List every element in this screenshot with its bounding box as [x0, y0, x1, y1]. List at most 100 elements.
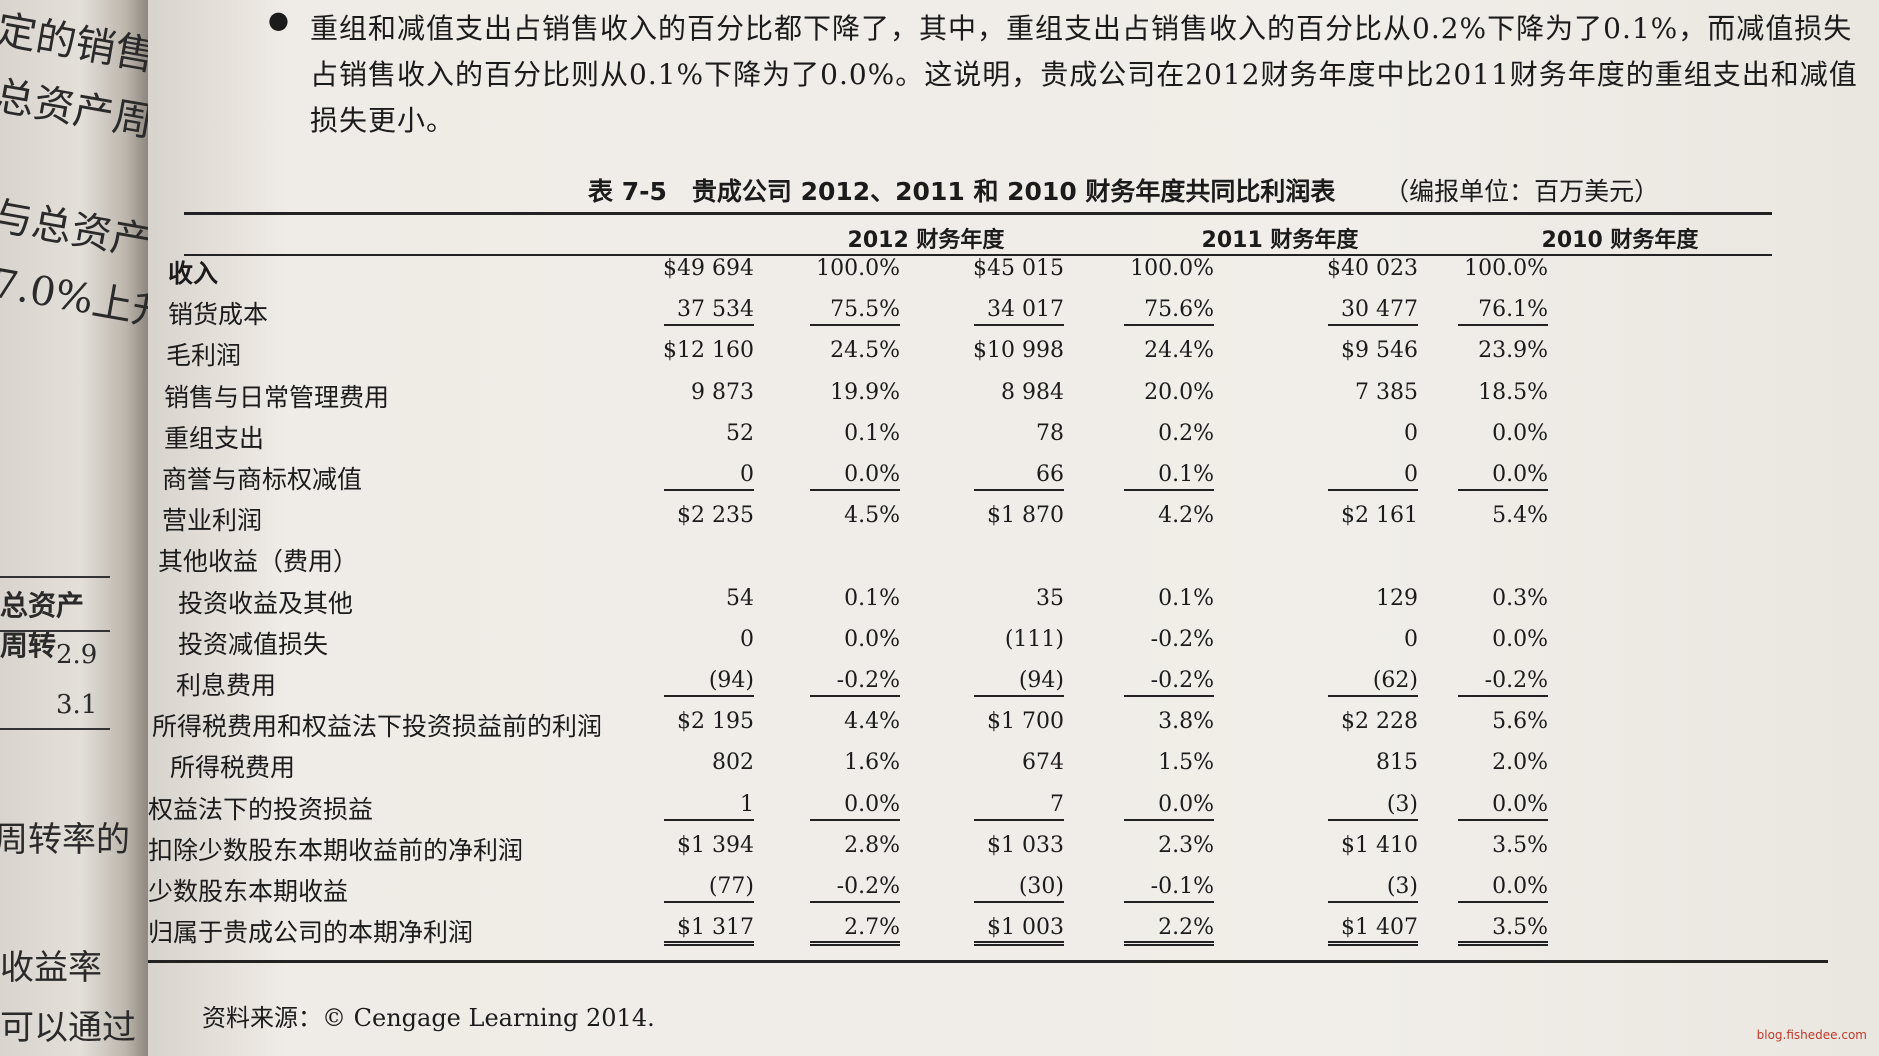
table-row: 少数股东本期收益 (77) -0.2% (30) -0.1% (3) 0.0%	[148, 868, 1828, 908]
amount-cell: 8 984	[1001, 379, 1064, 405]
left-table-value-1: 2.9	[56, 640, 98, 670]
percent-cell: -0.2%	[810, 874, 900, 903]
percent-cell: 19.9%	[830, 379, 900, 405]
percent-cell: 3.5%	[1458, 915, 1548, 947]
amount-cell: (30)	[974, 874, 1064, 903]
percent-cell: 3.5%	[1492, 832, 1548, 858]
table-unit: （编报单位：百万美元）	[1384, 177, 1660, 206]
percent-cell: 2.8%	[844, 832, 900, 858]
table-top-rule	[184, 212, 1772, 215]
table-header-rule	[184, 254, 1772, 256]
amount-cell: $40 023	[1327, 256, 1418, 281]
percent-cell: 75.5%	[810, 297, 900, 327]
book-page: ● 重组和减值支出占销售收入的百分比都下降了，其中，重组支出占销售收入的百分比从…	[148, 0, 1879, 1056]
amount-cell: (3)	[1328, 792, 1418, 821]
left-table-header-rule	[0, 630, 110, 632]
amount-cell: (77)	[664, 874, 754, 903]
left-fragment-6: 收益率	[0, 948, 102, 988]
percent-cell: 2.7%	[810, 915, 900, 947]
amount-cell: $2 195	[677, 709, 754, 735]
percent-cell: 3.8%	[1158, 709, 1214, 735]
amount-cell: $9 546	[1341, 338, 1418, 364]
row-label: 销售与日常管理费用	[164, 382, 390, 412]
table-row: 商誉与商标权减值 0 0.0% 66 0.1% 0 0.0%	[148, 456, 1828, 496]
amount-cell: $1 033	[987, 832, 1064, 858]
percent-cell: 0.1%	[844, 420, 900, 446]
row-label: 利息费用	[176, 671, 277, 700]
percent-cell: 0.0%	[1492, 626, 1548, 652]
amount-cell: 78	[1036, 420, 1064, 446]
row-label: 所得税费用和权益法下投资损益前的利润	[152, 712, 603, 742]
table-row: 销售与日常管理费用 9 873 19.9% 8 984 20.0% 7 385 18.5%	[148, 374, 1828, 414]
row-label: 销货成本	[168, 300, 269, 330]
table-row: 营业利润 $2 235 4.5% $1 870 4.2% $2 161 5.4%	[148, 497, 1828, 537]
year-header-2010: 2010 财务年度	[1541, 228, 1699, 253]
amount-cell: 66	[974, 462, 1064, 491]
amount-cell: $1 407	[1328, 915, 1418, 947]
amount-cell: $45 015	[973, 256, 1064, 281]
table-caption: 表 7-5 贵成公司 2012、2011 和 2010 财务年度共同比利润表 （…	[588, 172, 1659, 208]
percent-cell: 0.0%	[810, 792, 900, 821]
percent-cell: 0.3%	[1492, 585, 1548, 611]
table-row: 利息费用 (94) -0.2% (94) -0.2% (62) -0.2%	[148, 662, 1828, 702]
table-bottom-rule	[148, 960, 1828, 963]
table-row: 投资收益及其他 54 0.1% 35 0.1% 129 0.3%	[148, 580, 1828, 620]
percent-cell: 100.0%	[1464, 256, 1548, 281]
percent-cell: 0.1%	[844, 585, 900, 611]
percent-cell: 20.0%	[1144, 379, 1214, 405]
amount-cell: 9 873	[691, 379, 754, 405]
percent-cell: 100.0%	[1130, 256, 1214, 281]
amount-cell: 54	[726, 585, 754, 611]
percent-cell: 5.6%	[1492, 709, 1548, 735]
table-row: 收入 $49 694 100.0% $45 015 100.0% $40 023 100.0…	[148, 250, 1828, 290]
amount-cell: $12 160	[663, 338, 754, 364]
percent-cell: 75.6%	[1124, 297, 1214, 327]
bullet-icon: ●	[268, 6, 289, 34]
percent-cell: 4.4%	[844, 709, 900, 735]
percent-cell: 23.9%	[1478, 338, 1548, 364]
table-row: 所得税费用 802 1.6% 674 1.5% 815 2.0%	[148, 744, 1828, 784]
percent-cell: 2.2%	[1124, 915, 1214, 947]
percent-cell: 0.0%	[1124, 792, 1214, 821]
amount-cell: $1 394	[677, 832, 754, 858]
amount-cell: (3)	[1328, 874, 1418, 903]
amount-cell: 815	[1376, 750, 1418, 776]
row-label: 少数股东本期收益	[148, 877, 349, 906]
table-source: 资料来源：© Cengage Learning 2014.	[202, 1004, 655, 1032]
amount-cell: (111)	[1004, 626, 1064, 652]
amount-cell: 30 477	[1328, 297, 1418, 327]
table-row: 销货成本 37 534 75.5% 34 017 75.6% 30 477 76.1%	[148, 291, 1828, 331]
percent-cell: 100.0%	[816, 256, 900, 281]
table-row: 归属于贵成公司的本期净利润 $1 317 2.7% $1 003 2.2% $1 407 3…	[148, 909, 1828, 949]
amount-cell: 7	[974, 792, 1064, 821]
row-label: 投资减值损失	[178, 629, 329, 659]
percent-cell: 2.0%	[1492, 750, 1548, 776]
left-table-top-rule	[0, 576, 110, 578]
amount-cell: 0	[664, 462, 754, 491]
row-label: 其他收益（费用）	[158, 547, 359, 577]
amount-cell: 802	[712, 750, 754, 776]
percent-cell: 0.0%	[1458, 792, 1548, 821]
table-row: 毛利润 $12 160 24.5% $10 998 24.4% $9 546 23.9%	[148, 332, 1828, 372]
watermark: blog.fishedee.com	[1756, 1028, 1867, 1042]
percent-cell: 18.5%	[1478, 379, 1548, 405]
amount-cell: $1 700	[987, 709, 1064, 735]
left-facing-page: 定的销售收 总资产周转 与总资产周 7.0%上升 总资产周转 2.9 3.1 周…	[0, 0, 148, 1056]
table-row: 权益法下的投资损益 1 0.0% 7 0.0% (3) 0.0%	[148, 786, 1828, 826]
amount-cell: $1 003	[974, 915, 1064, 947]
row-label: 营业利润	[162, 506, 263, 536]
amount-cell: (94)	[974, 668, 1064, 697]
percent-cell: 4.2%	[1158, 503, 1214, 529]
amount-cell: 34 017	[974, 297, 1064, 327]
amount-cell: 35	[1036, 585, 1064, 611]
body-paragraph: 重组和减值支出占销售收入的百分比都下降了，其中，重组支出占销售收入的百分比从0.…	[310, 12, 1858, 137]
percent-cell: 0.1%	[1124, 462, 1214, 491]
percent-cell: 0.0%	[810, 462, 900, 491]
table-row: 扣除少数股东本期收益前的净利润 $1 394 2.8% $1 033 2.3% $1 41…	[148, 827, 1828, 867]
amount-cell: $2 161	[1341, 503, 1418, 529]
row-label: 归属于贵成公司的本期净利润	[148, 918, 474, 948]
percent-cell: -0.2%	[810, 668, 900, 697]
percent-cell: -0.2%	[1124, 668, 1214, 697]
percent-cell: 24.5%	[830, 338, 900, 364]
percent-cell: 0.0%	[1458, 874, 1548, 903]
